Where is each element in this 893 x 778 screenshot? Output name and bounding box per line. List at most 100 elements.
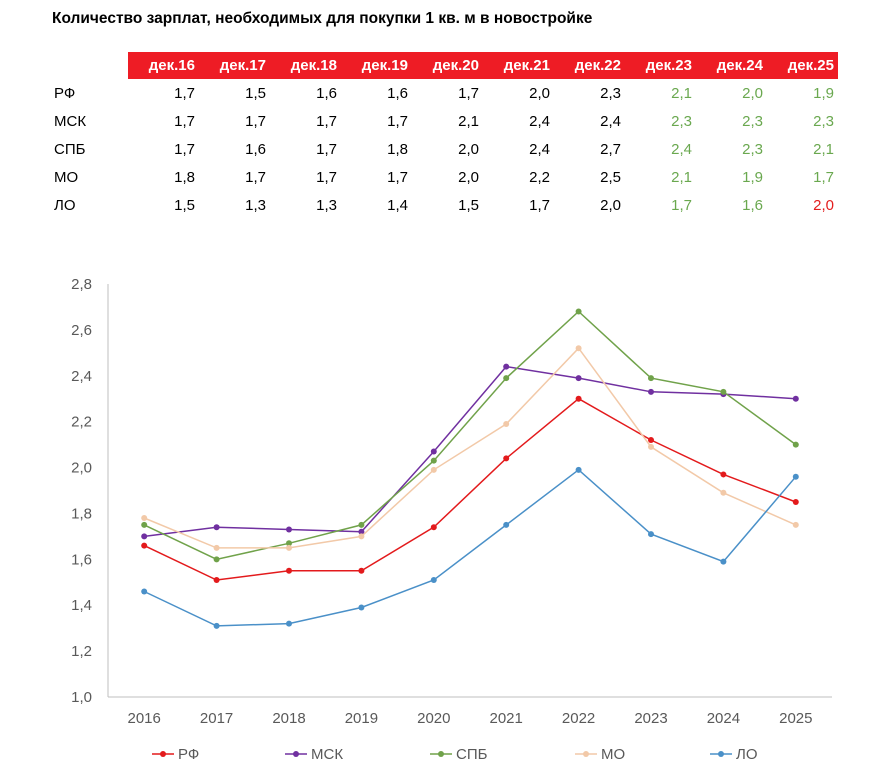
data-point xyxy=(792,498,799,505)
table-cell: 2,5 xyxy=(600,168,621,186)
data-point xyxy=(213,622,220,629)
table-row: МСК 1,7 1,7 1,7 1,7 2,1 2,4 2,4 2,3 2,3 … xyxy=(50,107,838,135)
series-line xyxy=(143,347,797,549)
table-cell: 1,7 xyxy=(245,168,266,186)
series-line xyxy=(143,397,797,581)
salary-table: дек.16 дек.17 дек.18 дек.19 дек.20 дек.2… xyxy=(50,52,838,219)
data-point xyxy=(720,388,727,395)
data-point xyxy=(503,363,510,370)
data-point xyxy=(358,528,365,535)
data-point xyxy=(286,526,292,533)
table-row: СПБ 1,7 1,6 1,7 1,8 2,0 2,4 2,7 2,4 2,3 … xyxy=(50,135,838,163)
x-tick-label: 2019 xyxy=(345,710,378,727)
legend-marker-dot xyxy=(718,751,724,757)
data-point xyxy=(503,455,510,462)
table-row: МО 1,8 1,7 1,7 1,7 2,0 2,2 2,5 2,1 1,9 1… xyxy=(50,163,838,191)
table-cell-forecast: 1,7 xyxy=(813,168,834,186)
data-point xyxy=(503,420,510,427)
x-tick-label: 2016 xyxy=(128,710,161,727)
x-tick-label: 2018 xyxy=(272,710,305,727)
table-cell-forecast: 2,3 xyxy=(813,112,834,130)
table-cell-forecast: 2,0 xyxy=(742,84,763,102)
table-cell-highlight: 2,0 xyxy=(813,196,834,214)
table-cell-forecast: 2,1 xyxy=(671,84,692,102)
table-cell: 2,4 xyxy=(529,140,550,158)
table-cell: 1,7 xyxy=(529,196,550,214)
x-tick-label: 2017 xyxy=(200,710,233,727)
table-cell: 2,2 xyxy=(529,168,550,186)
y-tick-label: 2,6 xyxy=(71,322,92,339)
line-chart: 1,0 1,2 1,4 1,6 1,8 2,0 2,2 2,4 2,6 2,8 2016 2017 20… xyxy=(71,276,832,763)
table-cell: 1,7 xyxy=(174,140,195,158)
table-cell: 1,6 xyxy=(387,84,408,102)
data-point xyxy=(430,466,437,473)
data-point xyxy=(358,521,365,528)
data-point xyxy=(358,604,365,611)
y-tick-label: 1,6 xyxy=(71,551,92,568)
data-point xyxy=(286,540,292,547)
y-tick-label: 2,2 xyxy=(71,414,92,431)
x-tick-label: 2023 xyxy=(634,710,667,727)
table-cell: 2,0 xyxy=(458,168,479,186)
data-point xyxy=(430,448,437,455)
data-point xyxy=(141,515,148,522)
legend-label: МСК xyxy=(311,746,343,763)
table-cell: 1,7 xyxy=(316,140,337,158)
data-point xyxy=(213,544,220,551)
y-tick-label: 2,4 xyxy=(71,368,92,385)
table-cell-forecast: 1,9 xyxy=(813,84,834,102)
table-cell: 1,5 xyxy=(245,84,266,102)
table-cell: 1,8 xyxy=(174,168,195,186)
x-tick-label: 2022 xyxy=(562,710,595,727)
data-point xyxy=(648,443,654,450)
data-point xyxy=(286,567,292,574)
data-point xyxy=(141,521,148,528)
data-point xyxy=(792,441,799,448)
column-header: дек.16 xyxy=(128,52,199,79)
data-point xyxy=(648,437,654,444)
data-point xyxy=(648,388,654,395)
data-point xyxy=(575,308,582,315)
table-cell: 1,7 xyxy=(174,112,195,130)
legend-label: ЛО xyxy=(736,746,758,763)
data-point xyxy=(792,473,799,480)
row-label: ЛО xyxy=(54,196,76,214)
legend-marker-dot xyxy=(160,751,166,757)
data-point xyxy=(430,576,437,583)
table-cell: 1,5 xyxy=(174,196,195,214)
table-cell-forecast: 2,3 xyxy=(742,140,763,158)
table-cell-forecast: 2,1 xyxy=(671,168,692,186)
table-cell: 1,7 xyxy=(458,84,479,102)
table-cell: 1,6 xyxy=(245,140,266,158)
data-point xyxy=(286,544,292,551)
row-label: МСК xyxy=(54,112,87,130)
table-cell: 1,7 xyxy=(387,168,408,186)
data-point xyxy=(141,533,148,540)
column-header: дек.22 xyxy=(554,52,625,79)
y-tick-label: 1,8 xyxy=(71,505,92,522)
series-line xyxy=(144,365,796,538)
table-cell: 1,5 xyxy=(458,196,479,214)
table-cell: 2,0 xyxy=(600,196,621,214)
table-cell: 1,3 xyxy=(316,196,337,214)
x-tick-label: 2024 xyxy=(707,710,740,727)
table-cell: 1,7 xyxy=(387,112,408,130)
table-row: ЛО 1,5 1,3 1,3 1,4 1,5 1,7 2,0 1,7 1,6 2… xyxy=(50,191,838,219)
table-cell: 2,0 xyxy=(458,140,479,158)
column-header: дек.20 xyxy=(412,52,483,79)
data-point xyxy=(503,375,510,382)
table-cell: 2,4 xyxy=(529,112,550,130)
column-header: дек.24 xyxy=(696,52,767,79)
table-cell: 2,4 xyxy=(600,112,621,130)
data-point xyxy=(648,531,654,538)
table-cell-forecast: 2,3 xyxy=(671,112,692,130)
legend-label: СПБ xyxy=(456,746,488,763)
table-cell-forecast: 1,6 xyxy=(742,196,763,214)
data-point xyxy=(720,471,727,478)
y-tick-label: 1,0 xyxy=(71,689,92,706)
data-point xyxy=(358,567,365,574)
column-header: дек.21 xyxy=(483,52,554,79)
table-cell: 1,7 xyxy=(316,112,337,130)
table-header-row: дек.16 дек.17 дек.18 дек.19 дек.20 дек.2… xyxy=(50,52,838,79)
table-row: РФ 1,7 1,5 1,6 1,6 1,7 2,0 2,3 2,1 2,0 1… xyxy=(50,79,838,107)
